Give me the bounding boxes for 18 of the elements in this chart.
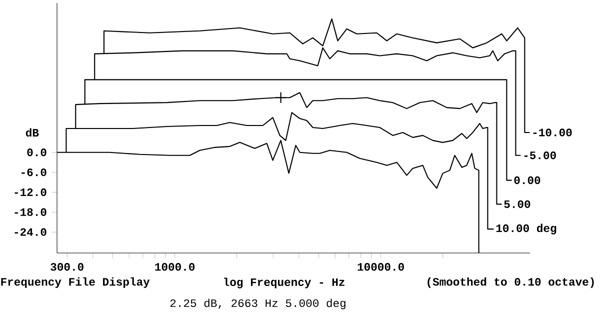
y-tick-label: 0.0 [27, 148, 46, 156]
y-tick-label: -24.0 [14, 228, 46, 236]
series-label: 5.00 [504, 200, 530, 208]
series-label: 0.00 [514, 176, 540, 184]
x-tick-label: 1000.0 [155, 263, 195, 271]
text: Frequency File Display [1, 277, 150, 288]
y-tick-label: -18.0 [14, 208, 46, 216]
x-axis-title: log Frequency - Hz [224, 278, 344, 288]
text: 2.25 dB, 2663 Hz 5.000 deg [170, 298, 346, 310]
x-tick-label: 300.0 [50, 263, 84, 271]
series-label: -5.00 [524, 152, 556, 160]
text: (Smoothed to 0.10 octave) [428, 277, 594, 288]
x-tick-label: 10000.0 [358, 263, 404, 271]
series-label: 10.00 deg [496, 224, 556, 234]
series-label: -10.00 [533, 128, 572, 136]
y-axis-title: dB [26, 128, 39, 137]
y-tick-label: -6.0 [22, 168, 46, 176]
y-tick-label: -12.0 [14, 188, 46, 196]
